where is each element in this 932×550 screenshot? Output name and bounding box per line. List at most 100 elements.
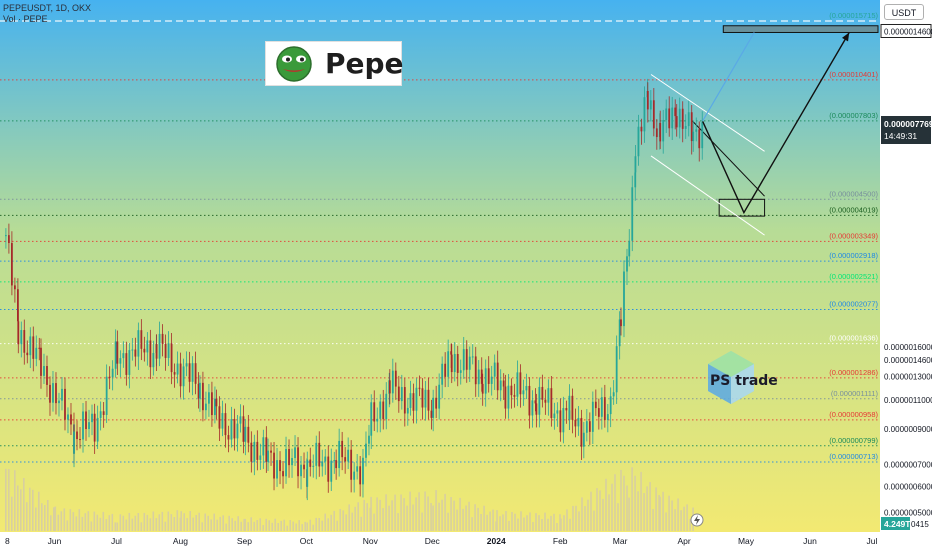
volume-bar [403,498,405,531]
candle [444,363,447,377]
candle [574,419,577,427]
candles-layer [5,78,704,501]
volume-bar [54,506,57,531]
zones-layer [718,25,879,217]
price-scale[interactable]: 0.0000016000 0.0000014600 0.0000013000 0.00… [880,23,932,518]
candle [695,129,698,132]
volume-bar [312,524,314,531]
volume-bar [686,504,688,531]
volume-legend[interactable]: Vol · PEPE [3,14,48,24]
candle [164,343,167,358]
currency-unit-button[interactable]: USDT [884,4,924,20]
candle [276,460,278,479]
candle [285,449,287,477]
volume-bar [462,508,464,531]
volume-bar [219,516,221,531]
volume-bar [520,511,522,531]
candle [338,440,341,469]
time-axis[interactable]: 8 Jun Jul Aug Sep Oct Nov Dec 2024 Feb Mar Apr May Ju… [5,536,877,546]
candle [73,431,75,454]
volume-bar [140,522,143,531]
volume-bar [298,520,300,531]
volume-bar [78,509,81,531]
candle [471,356,474,358]
candle [17,321,20,345]
candle [659,122,662,142]
time-tick-label: Dec [425,536,441,546]
candle [484,368,487,394]
candle [236,423,239,439]
candle [394,370,397,387]
volume-bar [456,509,458,531]
volume-bar [114,522,117,531]
volume-bar [677,498,679,531]
volume-bar [572,505,574,531]
volume-bar [496,510,498,531]
candle [46,366,48,385]
candle [99,411,102,418]
volume-bar [179,517,182,531]
volume-bar [435,490,437,531]
candle [55,383,57,404]
candle [368,435,370,444]
volume-bar [20,489,22,531]
candle [646,90,649,110]
price-level-label: (0.000004019) [829,205,878,214]
candle [52,383,54,403]
projection-arrowhead [841,32,850,42]
candle [502,380,505,387]
candle [582,432,585,447]
candle [194,363,197,384]
volume-bar [544,512,546,531]
volume-bar [486,514,488,531]
candle [432,397,435,418]
candle [678,108,681,128]
candle [612,392,615,397]
candle [577,417,580,427]
symbol-title[interactable]: PEPEUSDT, 1D, OKX [3,3,92,13]
price-level-label: (0.000001286) [829,368,878,377]
candle [519,372,522,395]
volume-bar [116,522,119,531]
time-tick-label: Apr [677,536,690,546]
candle [643,97,646,132]
candle [300,464,302,477]
candle [634,156,637,173]
candle [504,386,507,409]
candle [143,348,146,353]
candle [43,366,45,376]
candle [562,408,565,433]
candle [665,108,668,120]
volume-bar [658,495,660,531]
volume-bar [66,520,69,531]
candle [356,466,359,472]
volume-bar [210,519,212,531]
volume-bar [397,513,399,531]
volume-bar [301,524,303,531]
candle [214,398,216,416]
candle [88,422,90,430]
candle [233,419,236,439]
volume-bar [14,470,16,531]
candle [441,363,444,385]
volume-bar [5,468,7,531]
volume-bar [385,494,387,531]
time-tick-label: Sep [237,536,252,546]
volume-bar [652,509,654,531]
candle [199,382,201,399]
volume-bar [453,500,455,531]
volume-bar [164,521,167,531]
candle [91,413,93,423]
volume-bar [369,507,371,531]
volume-bar [289,520,291,531]
volume-bar [480,514,482,531]
volume-bar [581,497,583,531]
volume-bar [447,512,449,531]
volume-bar [201,522,203,531]
candle [350,449,353,480]
candle [362,457,364,485]
volume-bar [674,509,676,531]
candle [262,437,265,456]
volume-bar [427,496,429,531]
